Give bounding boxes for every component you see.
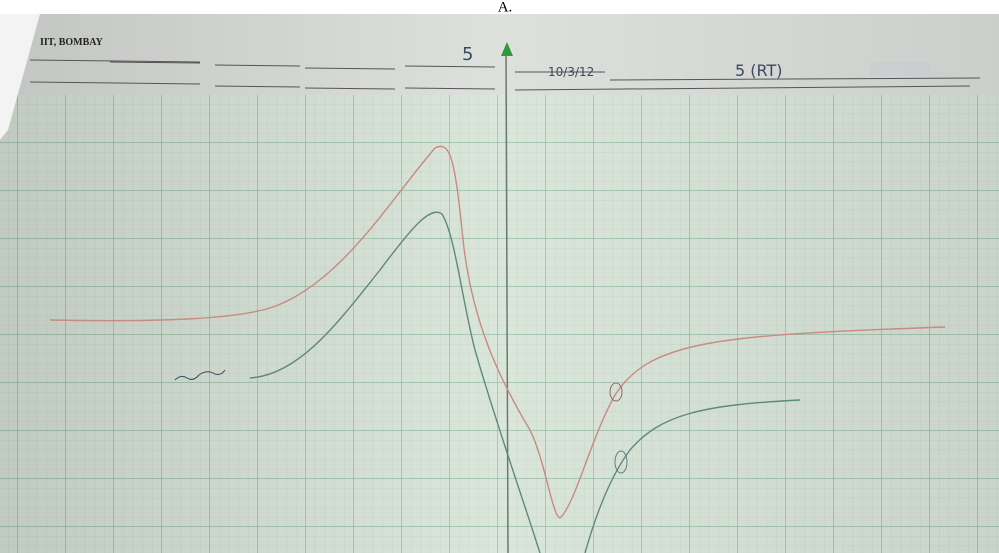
institute: IIT, BOMBAY bbox=[40, 37, 104, 48]
page: A. IIT, BOMBAY 5 10/3/12 5 (RT) (() => {… bbox=[0, 0, 999, 553]
smudge bbox=[870, 62, 930, 76]
date: 10/3/12 bbox=[548, 65, 594, 79]
sample: 5 (RT) bbox=[735, 61, 782, 80]
shading bbox=[0, 14, 999, 553]
caption: A. bbox=[498, 0, 513, 15]
power: 5 bbox=[462, 44, 473, 65]
photo: A. IIT, BOMBAY 5 10/3/12 5 (RT) bbox=[0, 0, 999, 553]
